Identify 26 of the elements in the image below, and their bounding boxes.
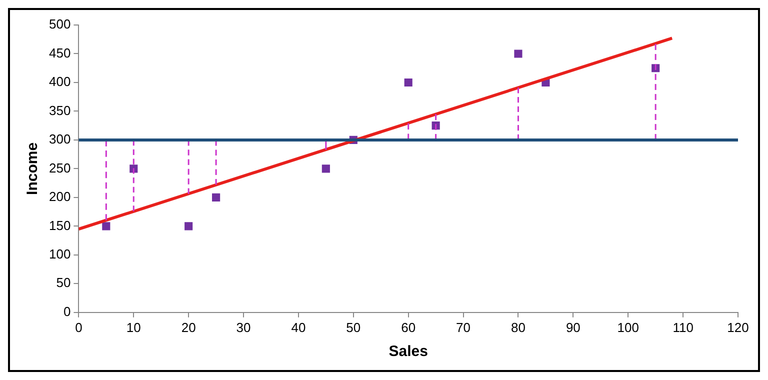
x-tick-label: 70 [456, 320, 471, 335]
x-tick-label: 60 [401, 320, 416, 335]
y-tick-label: 500 [48, 16, 71, 32]
x-tick-label: 110 [672, 320, 694, 335]
x-tick-label: 0 [75, 320, 82, 335]
y-tick-label: 200 [48, 189, 71, 204]
x-tick-label: 90 [566, 320, 580, 335]
x-tick-label: 30 [236, 320, 251, 335]
y-tick-label: 100 [48, 246, 71, 262]
x-tick-label: 120 [727, 320, 749, 335]
y-tick-label: 300 [48, 132, 71, 147]
x-tick-label: 20 [181, 320, 196, 335]
x-tick-label: 40 [291, 320, 306, 335]
y-tick-label: 350 [48, 102, 71, 118]
y-tick-label: 250 [48, 160, 71, 176]
x-tick-label: 50 [346, 320, 361, 335]
y-tick-label: 450 [48, 45, 71, 60]
y-axis-title: Income [24, 142, 42, 195]
y-tick-label: 0 [63, 304, 71, 319]
x-tick-label: 80 [510, 320, 526, 335]
y-tick-label: 150 [48, 218, 71, 233]
y-tick-label: 50 [56, 275, 71, 290]
x-tick-label: 10 [126, 320, 141, 335]
x-tick-label: 100 [617, 320, 639, 335]
y-tick-label: 400 [48, 74, 71, 90]
x-axis-title: Sales [388, 343, 428, 360]
